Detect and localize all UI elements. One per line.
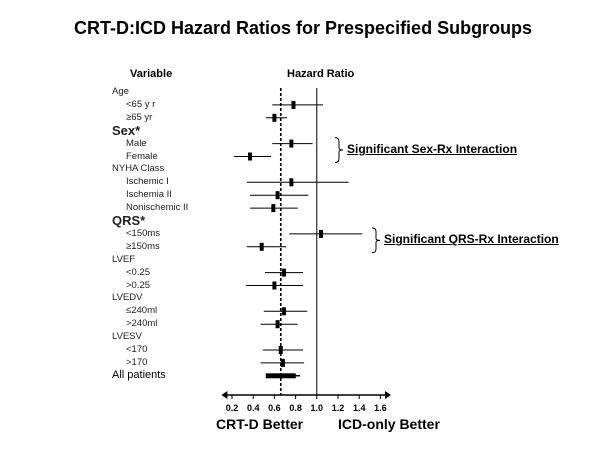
group-label: QRS* [112, 213, 146, 228]
point-estimate [275, 191, 280, 200]
footer-right-label: ICD-only Better [338, 416, 440, 432]
x-tick-label: 0.4 [247, 403, 260, 413]
point-estimate [289, 139, 294, 148]
point-estimate [272, 281, 277, 290]
subgroup-label: >240ml [126, 318, 158, 330]
subgroup-label: Ischemic I [126, 176, 169, 188]
overall-label: All patients [112, 368, 166, 381]
hazard-ratio-column-header: Hazard Ratio [287, 68, 355, 80]
x-tick-label: 1.6 [374, 403, 387, 413]
point-estimate [281, 268, 286, 277]
chart-title: CRT-D:ICD Hazard Ratios for Prespecified… [74, 18, 533, 38]
point-estimate [271, 204, 276, 213]
group-label: LVEDV [112, 292, 143, 304]
group-label: Age [112, 86, 129, 97]
x-tick-label: 1.4 [353, 403, 366, 413]
x-tick-label: 1.2 [332, 403, 345, 413]
group-label: NYHA Class [112, 163, 165, 175]
subgroup-label: <65 y r [126, 98, 156, 110]
interaction-annotation: Significant QRS-Rx Interaction [384, 232, 559, 247]
point-estimate [275, 320, 280, 329]
point-estimate [278, 346, 283, 354]
subgroup-label: ≥150ms [126, 240, 160, 252]
group-label: LVESV [112, 331, 142, 343]
point-estimate [291, 100, 296, 109]
variable-column-header: Variable [130, 68, 173, 80]
subgroup-label: Male [126, 137, 147, 149]
subgroup-label: ≤240ml [126, 305, 158, 317]
annotation-brace [371, 227, 381, 254]
point-estimate [281, 307, 286, 316]
group-label: Sex* [112, 122, 141, 138]
annotation-brace [334, 137, 344, 163]
interaction-annotation: Significant Sex-Rx Interaction [347, 142, 518, 157]
subgroup-label: Nonischemic II [126, 202, 189, 214]
subgroup-label: Ischemia II [126, 189, 172, 201]
point-estimate [319, 229, 324, 238]
point-estimate [265, 373, 296, 379]
x-tick-label: 0.8 [289, 403, 302, 413]
point-estimate [259, 242, 264, 251]
x-axis-arrow-left [221, 391, 228, 399]
x-tick-label: 0.2 [226, 403, 239, 413]
subgroup-label: >0.25 [126, 279, 151, 291]
footer-left-label: CRT-D Better [216, 416, 304, 432]
subgroup-label: Female [126, 150, 158, 162]
subgroup-label: <170 [126, 344, 148, 355]
point-estimate [289, 178, 294, 187]
x-tick-label: 1.0 [311, 403, 324, 413]
point-estimate [248, 152, 253, 161]
point-estimate [280, 358, 285, 367]
subgroup-label: ≥65 yr [126, 111, 153, 123]
x-axis-arrow-right [385, 391, 391, 399]
x-tick-label: 0.6 [268, 403, 281, 413]
subgroup-label: >170 [126, 356, 148, 368]
subgroup-label: <0.25 [126, 266, 151, 278]
subgroup-label: <150ms [126, 227, 161, 239]
group-label: LVEF [112, 253, 136, 265]
point-estimate [272, 113, 277, 122]
